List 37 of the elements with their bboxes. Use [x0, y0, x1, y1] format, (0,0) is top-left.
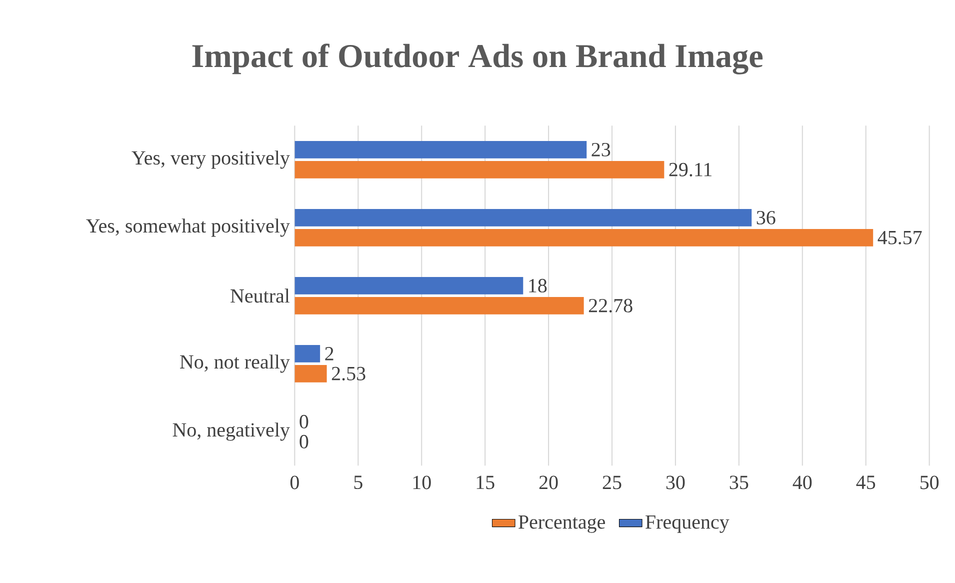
data-label: 2	[325, 347, 334, 360]
legend-label: Frequency	[646, 515, 730, 533]
data-label: 45.57	[878, 230, 922, 244]
data-label: 29.11	[669, 162, 712, 176]
data-label: 0	[300, 434, 308, 448]
data-label: 0	[300, 414, 308, 428]
x-tick-label: 45	[856, 476, 876, 490]
data-label: 18	[529, 278, 547, 292]
bar	[294, 229, 874, 246]
x-tick-label: 30	[666, 476, 685, 490]
x-tick-label: 40	[792, 476, 812, 490]
x-tick-label: 25	[602, 476, 622, 490]
bar	[294, 141, 587, 158]
x-tick-label: 50	[920, 476, 939, 490]
y-tick-label: No, negatively	[172, 422, 290, 441]
y-tick-label: Yes, very positively	[132, 150, 290, 169]
data-label: 36	[756, 210, 776, 224]
bar	[294, 161, 664, 178]
x-tick-label: 10	[413, 476, 431, 490]
bar	[294, 365, 327, 382]
chart-title: Impact of Outdoor Ads on Brand Image	[192, 44, 763, 74]
x-tick-label: 0	[290, 476, 299, 490]
legend-label: Percentage	[518, 515, 605, 533]
y-tick-label: No, not really	[180, 354, 290, 373]
data-label: 2.53	[332, 366, 366, 380]
x-tick-label: 15	[476, 476, 494, 490]
bar	[294, 277, 524, 294]
bar	[294, 297, 584, 314]
bar	[294, 209, 752, 226]
bar	[294, 345, 320, 362]
y-tick-label: Neutral	[230, 288, 290, 303]
y-tick-label: Yes, somewhat positively	[86, 218, 290, 237]
data-label: 23	[592, 142, 610, 156]
x-tick-label: 20	[539, 476, 558, 490]
data-label: 22.78	[588, 298, 632, 312]
x-tick-label: 5	[354, 476, 362, 489]
x-tick-label: 35	[730, 476, 748, 490]
